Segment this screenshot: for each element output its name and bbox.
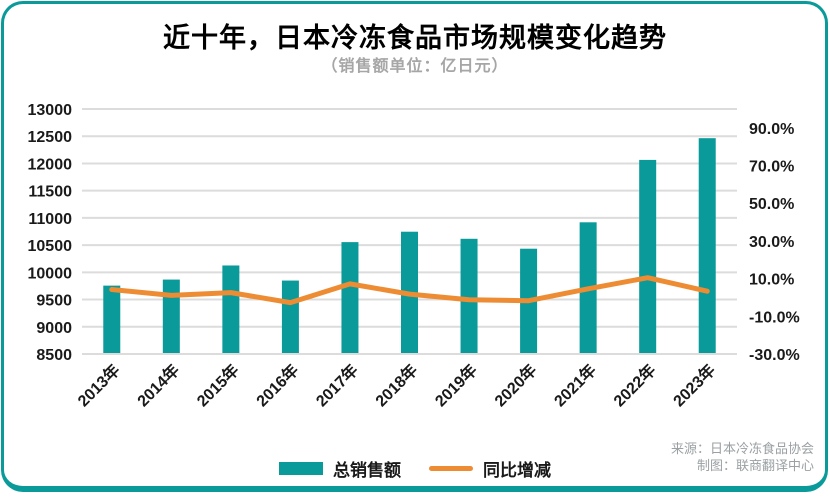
y-left-tick-label: 13000 [28,102,73,119]
y-right-tick-label: 50.0% [749,196,794,213]
x-tick-label: 2021年 [550,360,600,410]
y-right-tick-label: 70.0% [749,159,794,176]
x-tick-label: 2016年 [252,360,302,410]
x-tick-label: 2017年 [312,360,362,410]
legend: 总销售额 同比增减 [0,456,830,481]
x-tick-label: 2022年 [610,360,660,410]
y-right-tick-label: 30.0% [749,234,794,251]
y-left-tick-label: 12500 [28,129,73,146]
source-line: 来源：日本冷冻食品协会 [670,441,814,456]
y-left-tick-label: 10000 [28,265,73,282]
bar [162,279,180,353]
x-tick-label: 2014年 [133,360,183,410]
credit-line: 制图：联商翻译中心 [696,458,814,473]
trend-line [109,275,710,306]
source-credit: 来源：日本冷冻食品协会 制图：联商翻译中心 [671,440,814,474]
bar [222,265,240,353]
legend-line-swatch-icon [429,466,473,471]
chart-subtitle: （销售额单位：亿日元） [321,58,509,75]
x-tick-label: 2019年 [431,360,481,410]
bar [103,285,121,353]
x-tick-label: 2020年 [490,360,540,410]
legend-bar-swatch-icon [279,462,323,475]
y-left-tick-label: 11000 [28,211,72,228]
bar [341,242,359,353]
legend-label-sales: 总销售额 [333,461,401,480]
y-left-tick-label: 9000 [36,320,72,337]
y-left-tick-label: 9500 [36,293,72,310]
x-tick-label: 2018年 [371,360,421,410]
bar [698,138,716,353]
bar [639,159,657,353]
bar [281,280,299,353]
y-left-tick-label: 8500 [36,347,72,364]
y-right-tick-label: 90.0% [749,121,794,138]
legend-label-yoy: 同比增减 [483,461,551,480]
y-right-tick-label: -10.0% [749,309,800,326]
x-tick-label: 2023年 [669,360,719,410]
chart-title: 近十年，日本冷冻食品市场规模变化趋势 [163,23,667,53]
y-left-tick-label: 12000 [28,156,73,173]
y-right-tick-label: -30.0% [749,347,800,364]
y-right-tick-label: 10.0% [749,272,794,289]
x-tick-label: 2015年 [193,360,243,410]
x-tick-label: 2013年 [74,360,124,410]
bar [460,238,478,353]
y-left-tick-label: 11500 [28,184,72,201]
y-left-tick-label: 10500 [28,238,73,255]
